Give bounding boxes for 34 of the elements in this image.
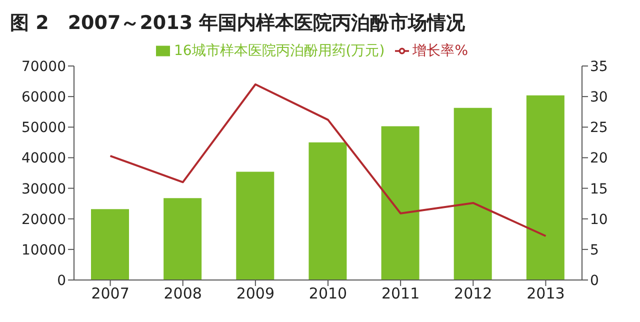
y2-tick-label: 30 [590,90,608,106]
y2-tick-label: 25 [590,120,608,136]
bar [164,198,202,280]
y-tick-label: 50000 [21,120,66,136]
line-series [109,83,547,237]
y-tick-label: 40000 [21,150,66,167]
y-tick-label: 10000 [21,242,66,258]
x-tick-label: 2010 [308,284,348,303]
x-tick-label: 2013 [526,284,565,303]
y2-tick-label: 35 [590,58,608,75]
y2-tick-label: 0 [590,272,599,289]
bar [91,209,129,280]
y2-tick-label: 10 [590,212,608,228]
legend-label: 16城市样本医院丙泊酚用药(万元) [174,43,385,59]
y-tick-label: 70000 [21,58,66,75]
chart-title: 图 2 2007～2013 年国内样本医院丙泊酚市场情况 [9,11,466,36]
x-tick-label: 2008 [164,284,202,303]
bar [308,142,347,280]
bar [454,108,492,280]
x-tick-label: 2007 [91,284,130,303]
y2-tick-label: 20 [590,150,608,167]
bar [526,95,564,280]
x-tick-label: 2009 [236,284,275,303]
y-tick-label: 0 [57,272,66,289]
bar [236,172,274,280]
legend-label: 增长率% [412,43,468,59]
x-tick-label: 2012 [454,284,492,303]
x-tick-label: 2011 [381,284,420,303]
bar [381,126,420,280]
y-tick-label: 60000 [21,90,66,106]
y2-tick-label: 15 [590,181,608,198]
y2-tick-label: 5 [590,242,599,258]
y-tick-label: 20000 [21,212,66,228]
y-tick-label: 30000 [21,181,66,198]
